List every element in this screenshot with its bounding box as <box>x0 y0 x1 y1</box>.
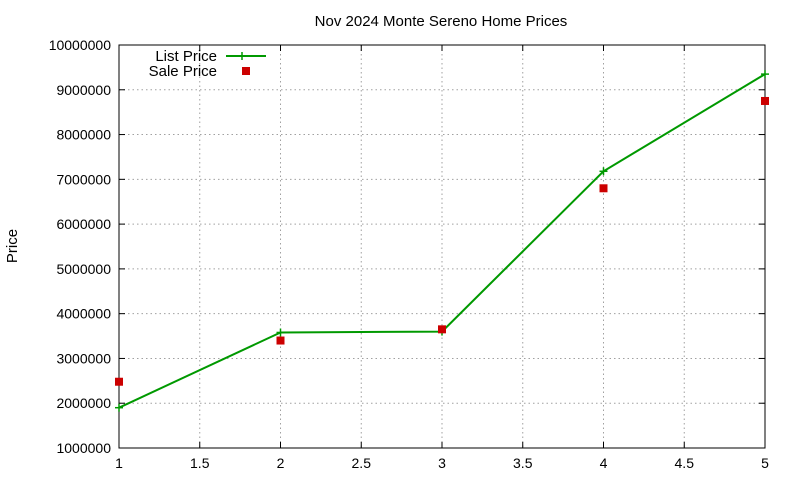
y-tick-label: 10000000 <box>49 37 112 53</box>
y-tick-label: 8000000 <box>56 127 111 143</box>
x-tick-label: 2 <box>277 455 285 471</box>
x-tick-label: 1 <box>115 455 123 471</box>
y-tick-label: 2000000 <box>56 395 111 411</box>
legend-item: Sale Price <box>149 63 250 80</box>
data-point <box>438 325 446 334</box>
x-tick-label: 5 <box>761 455 769 471</box>
x-tick-label: 3 <box>438 455 446 471</box>
y-tick-label: 9000000 <box>56 82 111 98</box>
series-1 <box>115 96 769 386</box>
x-tick-label: 2.5 <box>352 455 372 471</box>
y-tick-label: 1000000 <box>56 440 111 456</box>
y-tick-label: 3000000 <box>56 350 111 366</box>
data-point <box>761 70 769 79</box>
data-point <box>276 336 285 345</box>
x-tick-label: 4 <box>600 455 608 471</box>
chart-title: Nov 2024 Monte Sereno Home Prices <box>315 13 568 30</box>
data-point <box>599 167 608 176</box>
data-point <box>276 328 285 337</box>
axes: 1 1.5 2 2.5 3 3.5 4 4.5 5 1000000 2000000 3000000 40… <box>49 37 769 471</box>
y-axis-title: Price <box>4 229 21 263</box>
y-tick-label: 4000000 <box>56 306 111 322</box>
y-tick-label: 7000000 <box>56 171 111 187</box>
x-tick-label: 3.5 <box>513 455 533 471</box>
plot-frame <box>118 44 766 449</box>
data-point <box>761 96 769 105</box>
x-tick-label: 4.5 <box>675 455 695 471</box>
series-line <box>118 73 766 409</box>
legend-item: List Price <box>155 48 266 65</box>
legend-label: List Price <box>155 48 217 65</box>
data-point <box>599 184 608 193</box>
legend-swatch-marker <box>242 67 250 75</box>
y-tick-label: 5000000 <box>56 261 111 277</box>
data-point <box>115 377 123 386</box>
legend-label: Sale Price <box>149 63 217 80</box>
series <box>115 70 769 412</box>
y-tick-label: 6000000 <box>56 216 111 232</box>
grid <box>119 45 765 448</box>
data-point <box>115 403 123 412</box>
x-tick-label: 1.5 <box>190 455 210 471</box>
